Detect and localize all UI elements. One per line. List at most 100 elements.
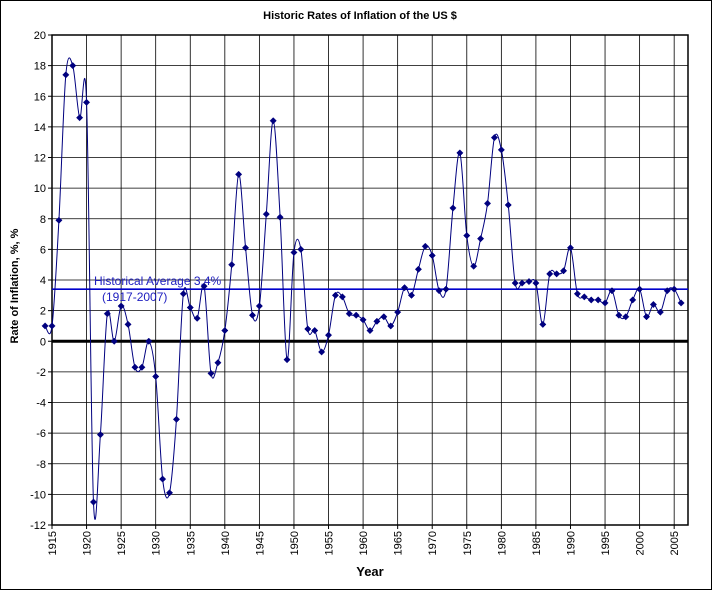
plot-border (51, 34, 689, 526)
data-point (642, 313, 651, 321)
data-point (373, 317, 381, 325)
y-tick-label: -6 (36, 428, 46, 440)
data-point (324, 331, 333, 339)
data-point (504, 201, 512, 209)
data-point (304, 325, 312, 333)
data-point (594, 296, 602, 304)
x-tick-label: 1960 (358, 531, 370, 555)
data-point (228, 261, 236, 269)
y-axis-label: Rate of Inflation, %, % (9, 228, 21, 343)
data-point (490, 134, 498, 142)
data-point (511, 279, 519, 287)
data-point (311, 326, 319, 335)
x-tick-label: 1990 (565, 531, 577, 555)
data-point (456, 149, 464, 157)
y-tick-label: -12 (30, 520, 46, 532)
data-point (242, 244, 250, 252)
data-point (435, 287, 443, 295)
data-point (255, 302, 263, 310)
data-point (532, 279, 540, 287)
data-point (283, 356, 291, 364)
data-point (179, 290, 187, 298)
data-point (656, 308, 664, 316)
y-tick-label: 14 (34, 122, 46, 134)
series-inflation (41, 57, 685, 520)
y-tick-label: 16 (34, 91, 46, 103)
chart-title: Historic Rates of Inflation of the US $ (263, 10, 457, 22)
average-label-line1: Historical Average 3.4% (94, 274, 222, 288)
data-point (152, 372, 160, 381)
y-tick-label: 0 (40, 336, 46, 348)
data-point (649, 300, 657, 309)
x-tick-label: 1980 (496, 531, 508, 555)
data-point (359, 316, 367, 324)
data-point (442, 285, 450, 293)
data-point (539, 320, 547, 328)
data-point (331, 291, 339, 299)
data-point (145, 337, 153, 345)
data-point (83, 98, 91, 106)
y-tick-label: 2 (40, 306, 46, 318)
data-point (394, 308, 402, 316)
y-tick-label: 20 (34, 30, 46, 42)
data-point (546, 270, 554, 278)
data-point (297, 245, 305, 253)
y-tick-label: 10 (34, 183, 46, 195)
data-point (601, 299, 609, 307)
data-point (131, 363, 139, 371)
data-point (172, 415, 180, 423)
data-point (670, 285, 678, 293)
y-tick-label: 18 (34, 61, 46, 73)
data-point (663, 287, 671, 295)
data-point (449, 204, 457, 212)
data-point (103, 310, 111, 318)
data-point (677, 299, 685, 307)
data-point (387, 322, 395, 330)
data-point (566, 244, 575, 252)
y-tick-label: 12 (34, 153, 46, 165)
data-point (193, 314, 201, 322)
data-point (497, 146, 505, 154)
y-tick-labels: -12 -10 -8 -6 -4 -2 0 2 4 6 8 10 12 14 16 18 20 (30, 30, 46, 532)
data-point (615, 311, 623, 319)
data-point (76, 114, 84, 122)
data-point (290, 248, 298, 256)
data-point (338, 293, 346, 301)
data-point (207, 369, 215, 377)
data-point (622, 313, 630, 321)
x-tick-label: 2000 (635, 531, 647, 555)
data-point (463, 232, 471, 240)
x-tick-label: 1930 (151, 531, 163, 555)
x-tick-label: 1975 (462, 531, 474, 555)
y-tick-label: -8 (36, 459, 46, 471)
x-axis-label: Year (356, 564, 383, 579)
x-tick-label: 2005 (669, 531, 681, 555)
y-tick-label: 6 (40, 244, 46, 256)
data-point (636, 285, 644, 293)
data-point (124, 320, 132, 328)
x-tick-label: 1915 (47, 531, 59, 555)
data-point (69, 62, 77, 70)
data-point (380, 313, 388, 321)
data-point (421, 242, 429, 250)
data-point (483, 199, 492, 207)
data-point (248, 311, 257, 319)
reference-lines (52, 288, 688, 343)
x-tick-label: 1945 (254, 531, 266, 555)
x-tick-label: 1950 (289, 531, 301, 555)
data-point (55, 216, 63, 224)
data-point (573, 290, 581, 298)
data-point (553, 270, 561, 278)
x-tick-label: 1955 (324, 531, 336, 555)
data-point (110, 337, 118, 345)
data-point (117, 302, 125, 310)
data-point (221, 326, 229, 335)
data-point (414, 265, 422, 273)
data-point (345, 310, 353, 318)
data-point (580, 293, 588, 301)
gridlines (51, 34, 688, 526)
data-point (587, 296, 595, 304)
data-point (138, 363, 146, 371)
y-tick-label: 4 (40, 275, 46, 287)
